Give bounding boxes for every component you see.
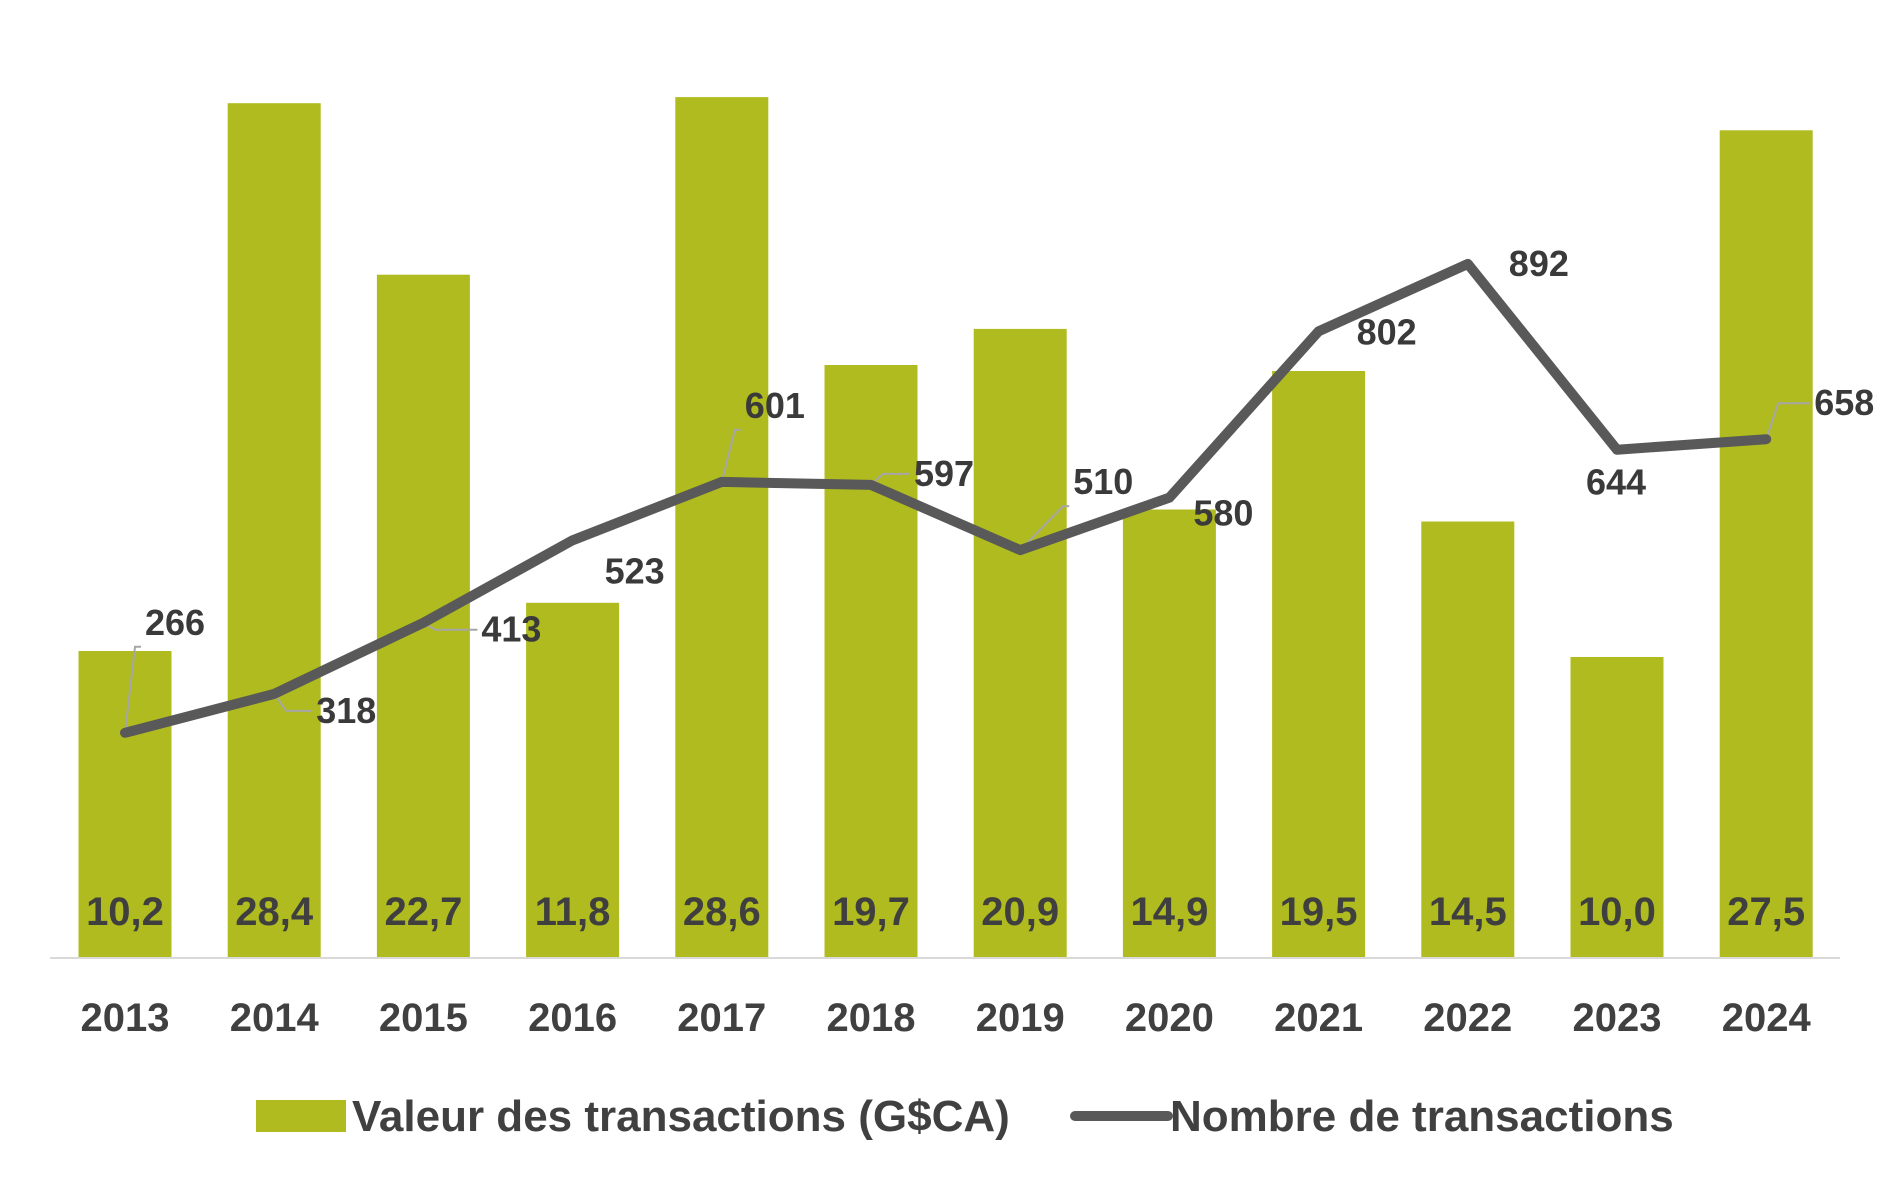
legend-swatch-bar	[256, 1100, 346, 1132]
leader-2013	[124, 645, 141, 733]
point-label-2014: 318	[316, 690, 376, 731]
bar-label-2021: 19,5	[1280, 890, 1358, 934]
leader-2019	[1019, 505, 1070, 551]
point-label-2021: 802	[1357, 311, 1417, 352]
x-tick-2016: 2016	[528, 996, 617, 1040]
bar-2014	[227, 103, 321, 958]
x-tick-2024: 2024	[1722, 996, 1812, 1040]
bar-2018	[824, 365, 918, 958]
point-label-2020: 580	[1193, 493, 1253, 534]
bar-label-2013: 10,2	[86, 890, 164, 934]
x-axis-tick-labels: 2013 2014 2015 2016 2017 2018 2019 2020 2021 2022…	[81, 996, 1812, 1040]
legend-label-bar: Valeur des transactions (G$CA)	[352, 1092, 1010, 1141]
bar-2021	[1272, 371, 1366, 958]
x-tick-2013: 2013	[81, 996, 170, 1040]
x-tick-2023: 2023	[1573, 996, 1662, 1040]
bar-label-2014: 28,4	[235, 890, 314, 934]
bar-2016	[526, 602, 620, 958]
bar-data-labels: 10,2 28,4 22,7 11,8 28,6 19,7 20,9 14,9 19,5 14,5…	[86, 890, 1805, 934]
x-tick-2021: 2021	[1274, 996, 1363, 1040]
point-label-2024: 658	[1814, 382, 1874, 423]
x-tick-2014: 2014	[230, 996, 320, 1040]
bar-label-2022: 14,5	[1429, 890, 1507, 934]
x-tick-2019: 2019	[976, 996, 1065, 1040]
x-tick-2022: 2022	[1423, 996, 1512, 1040]
x-tick-2017: 2017	[677, 996, 766, 1040]
bar-label-2015: 22,7	[384, 890, 462, 934]
point-label-2016: 523	[605, 550, 665, 591]
x-tick-2015: 2015	[379, 996, 468, 1040]
x-tick-2018: 2018	[827, 996, 916, 1040]
bar-label-2024: 27,5	[1727, 890, 1805, 934]
line-series-nombre	[120, 258, 1772, 738]
legend: Valeur des transactions (G$CA) Nombre de…	[256, 1092, 1674, 1141]
point-label-2015: 413	[481, 609, 541, 650]
point-label-2013: 266	[145, 602, 205, 643]
bar-2017	[675, 97, 769, 959]
line-data-labels: 266 318 413 523 601 597 510 580 802 892 644 658	[145, 243, 1874, 731]
point-label-2022: 892	[1509, 243, 1569, 284]
point-label-2018: 597	[914, 453, 974, 494]
legend-label-line: Nombre de transactions	[1170, 1092, 1674, 1141]
point-label-2017: 601	[745, 385, 805, 426]
bar-label-2019: 20,9	[981, 890, 1059, 934]
bar-label-2018: 19,7	[832, 890, 910, 934]
leader-2017	[720, 428, 741, 483]
bar-2023	[1570, 657, 1664, 958]
point-label-2019: 510	[1073, 461, 1133, 502]
point-label-2023: 644	[1586, 462, 1646, 503]
bar-2022	[1421, 521, 1515, 958]
leader-2014	[273, 693, 313, 712]
x-tick-2020: 2020	[1125, 996, 1214, 1040]
bar-series	[78, 97, 1813, 959]
bar-2013	[78, 651, 172, 958]
bar-label-2016: 11,8	[535, 890, 611, 934]
bar-label-2017: 28,6	[683, 890, 761, 934]
bar-label-2023: 10,0	[1578, 890, 1656, 934]
bar-2024	[1719, 130, 1813, 959]
bar-2015	[376, 274, 470, 958]
bar-2020	[1122, 509, 1216, 958]
leader-2024	[1765, 402, 1811, 440]
bar-2019	[973, 328, 1067, 958]
bar-label-2020: 14,9	[1130, 890, 1208, 934]
